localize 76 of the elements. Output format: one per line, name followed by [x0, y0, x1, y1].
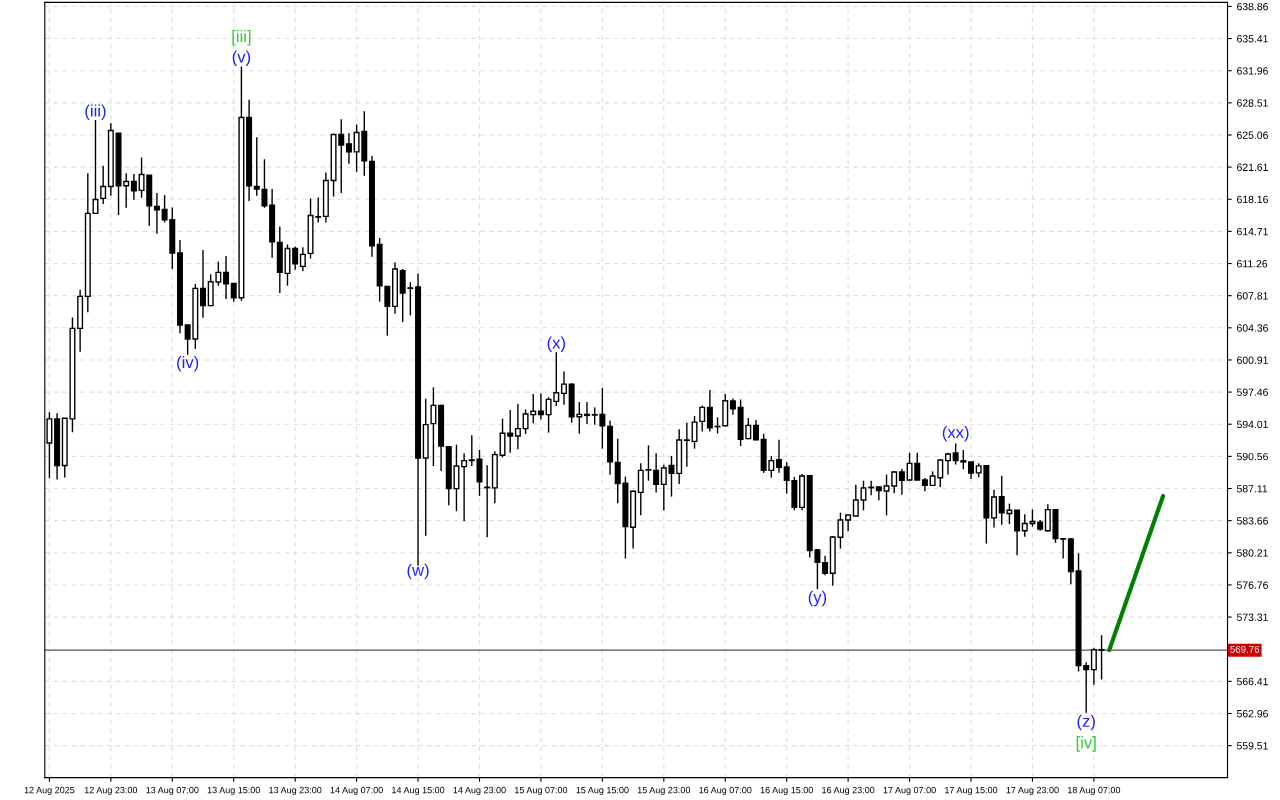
candlestick [345, 132, 352, 165]
x-tick-label: 15 Aug 23:00 [637, 786, 691, 796]
annotation: (w) [407, 563, 429, 580]
candlestick [1014, 509, 1021, 556]
y-tick-label: 562.96 [1236, 710, 1268, 718]
annotation: (x) [547, 336, 565, 352]
annotation: (y) [808, 590, 827, 607]
candlestick [299, 246, 306, 273]
y-tick-label: 625.06 [1237, 131, 1268, 139]
annotation: (z) [1077, 714, 1095, 731]
x-tick-label: 13 Aug 15:00 [207, 786, 260, 796]
y-tick-label: 566.41 [1236, 677, 1268, 686]
x-tick-label: 16 Aug 23:00 [822, 786, 875, 796]
annotation: [iv] [1076, 736, 1096, 752]
x-tick-label: 13 Aug 23:00 [269, 786, 322, 796]
x-tick-label: 18 Aug 07:00 [1067, 786, 1121, 796]
candlestick [776, 439, 783, 474]
candlestick [653, 452, 660, 494]
x-tick-label: 15 Aug 07:00 [515, 786, 568, 796]
annotation: [iii] [232, 29, 251, 46]
x-tick-label: 16 Aug 15:00 [760, 786, 813, 796]
y-tick-label: 604.36 [1237, 324, 1268, 332]
y-tick-label: 573.31 [1236, 613, 1268, 621]
x-tick-label: 17 Aug 07:00 [883, 786, 936, 796]
candlestick [461, 452, 468, 522]
candlestick [430, 386, 437, 467]
y-tick-label: 590.56 [1236, 452, 1268, 461]
annotation: (xx) [942, 425, 969, 442]
x-tick-label: 14 Aug 23:00 [453, 786, 506, 796]
y-tick-label: 618.16 [1237, 195, 1268, 204]
x-tick-label: 12 Aug 23:00 [84, 786, 138, 796]
y-tick-label: 600.91 [1237, 356, 1268, 364]
y-tick-label: 621.61 [1237, 163, 1268, 171]
y-tick-label: 594.01 [1236, 420, 1268, 429]
x-tick-label: 14 Aug 15:00 [392, 786, 445, 796]
x-tick-label: 16 Aug 07:00 [699, 786, 752, 796]
x-tick-label: 13 Aug 07:00 [146, 786, 199, 796]
y-tick-label: 580.21 [1236, 549, 1268, 557]
annotation: (iii) [85, 104, 106, 120]
y-tick-label: 559.51 [1236, 742, 1268, 750]
y-tick-label: 631.96 [1237, 67, 1268, 75]
x-tick-label: 14 Aug 07:00 [330, 786, 383, 796]
candlestick [200, 249, 207, 319]
candlestick [292, 245, 299, 271]
y-tick-label: 614.71 [1237, 227, 1268, 236]
y-tick-label: 583.66 [1236, 517, 1268, 525]
y-tick-label: 587.11 [1236, 485, 1268, 493]
annotation: (iv) [177, 356, 199, 372]
candlestick [683, 422, 690, 468]
x-tick-label: 15 Aug 15:00 [576, 786, 629, 796]
x-tick-label: 17 Aug 23:00 [1006, 786, 1059, 796]
candlestick [100, 165, 107, 205]
candlestick [875, 486, 882, 502]
candlestick [991, 489, 998, 529]
y-tick-label: 607.81 [1237, 292, 1268, 300]
candlestick [898, 467, 905, 496]
candlestick [514, 403, 521, 450]
candlestick [130, 173, 137, 201]
candlestick [223, 255, 230, 300]
y-tick-label: 628.51 [1237, 99, 1268, 107]
candlestick [706, 389, 713, 433]
y-tick-label: 638.86 [1237, 2, 1268, 11]
candlestick [384, 285, 391, 337]
candlestick [584, 401, 591, 425]
ref-line-label: 569.76 [1230, 645, 1260, 653]
candlestick [1098, 634, 1105, 681]
x-tick-label: 17 Aug 15:00 [945, 786, 998, 796]
annotation: (v) [232, 50, 251, 66]
y-tick-label: 635.41 [1237, 35, 1268, 43]
candlestick [1090, 647, 1097, 686]
y-tick-label: 576.76 [1236, 581, 1268, 589]
candlestick [560, 370, 567, 406]
x-tick-label: 12 Aug 2025 [24, 786, 75, 796]
y-tick-label: 597.46 [1236, 388, 1268, 396]
candlestick [822, 555, 829, 576]
y-tick-label: 611.26 [1237, 260, 1268, 268]
